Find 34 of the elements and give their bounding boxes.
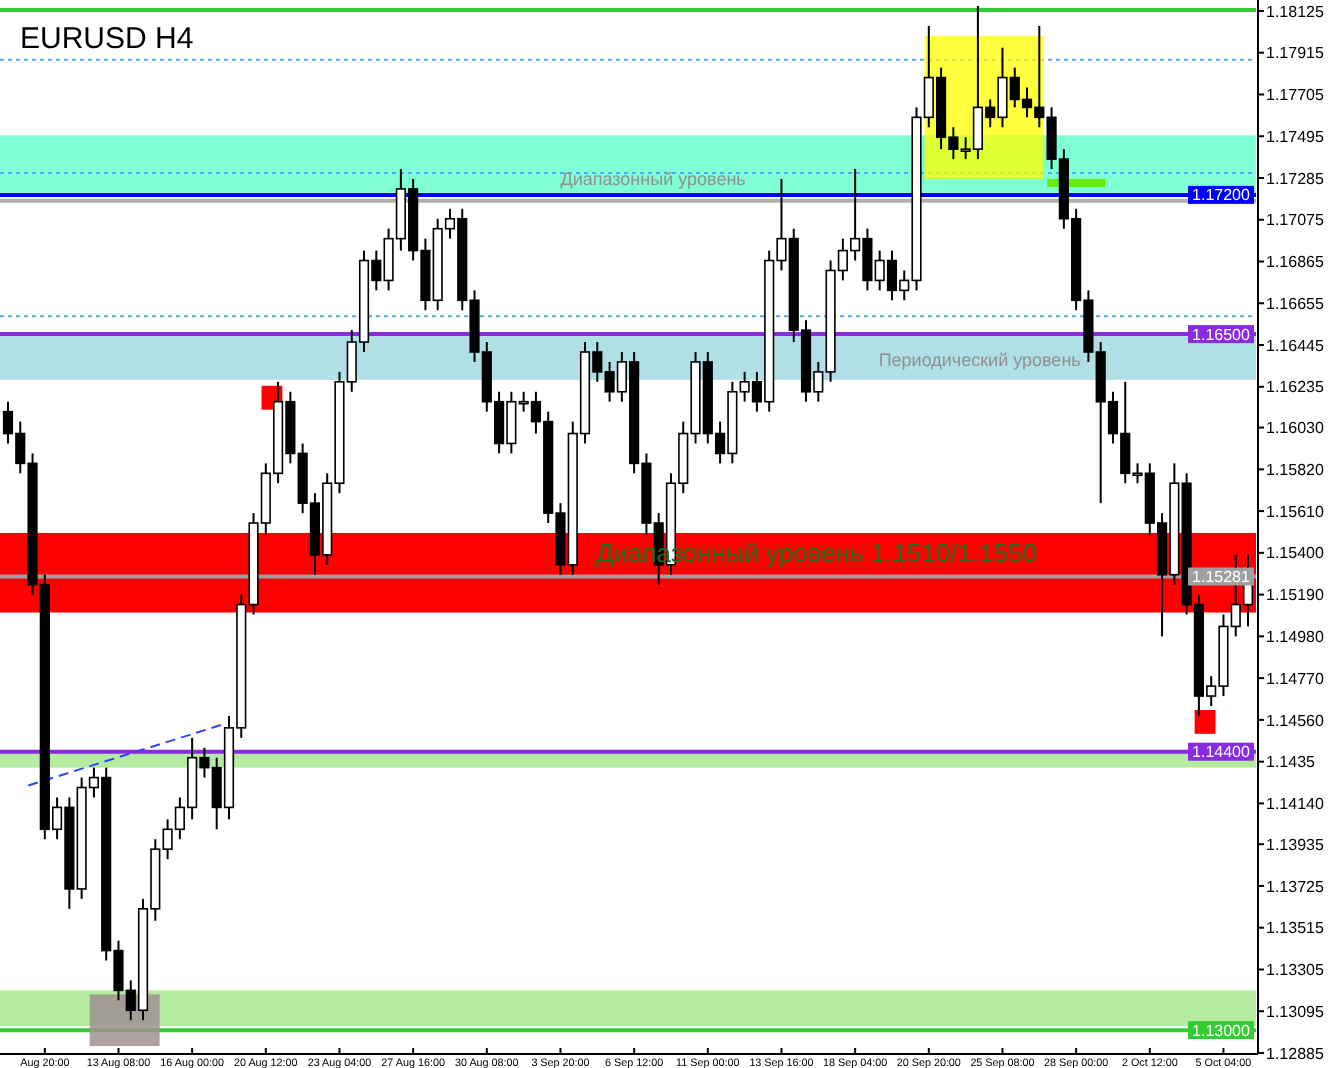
y-tick-label: 1.12885 [1266,1044,1325,1063]
y-tick-label: 1.14560 [1266,711,1325,730]
y-tick-label: 1.15190 [1266,586,1325,605]
y-tick-label: 1.17705 [1266,86,1325,105]
y-tick-label: 1.14980 [1266,627,1325,646]
y-tick-label: 1.16655 [1266,294,1325,313]
y-tick-label: 1.16865 [1266,253,1325,272]
y-tick-label: 1.13725 [1266,877,1325,896]
y-tick-label: 1.15400 [1266,544,1325,563]
y-tick-label: 1.14770 [1266,669,1325,688]
y-tick-label: 1.13935 [1266,835,1325,854]
ref-line-label: 1.13000 [1192,1021,1252,1040]
band-label: Периодический уровень [878,349,1082,370]
y-tick-label: 1.17915 [1266,44,1325,63]
ref-line-label: 1.16500 [1192,325,1252,344]
y-tick-label: 1.15820 [1266,460,1325,479]
y-tick-label: 1.13305 [1266,961,1325,980]
y-tick-label: 1.17075 [1266,211,1325,230]
y-tick-label: 1.13095 [1266,1002,1325,1021]
y-tick-label: 1.13515 [1266,919,1325,938]
ref-line-label: 1.15281 [1192,568,1252,587]
band-label: Диапазонный уровень [560,168,747,189]
y-tick-label: 1.16445 [1266,336,1325,355]
y-tick-label: 1.17495 [1266,127,1325,146]
y-tick-label: 1.16235 [1266,378,1325,397]
y-tick-label: 1.18125 [1266,2,1325,21]
text: EURUSD H4 [20,22,194,56]
ref-line-label: 1.14400 [1192,743,1252,762]
y-tick-label: 1.17285 [1266,169,1325,188]
y-tick-label: 1.1435 [1266,753,1317,772]
y-tick-label: 1.16030 [1266,419,1325,438]
y-tick-label: 1.15610 [1266,502,1325,521]
y-tick-label: 1.14140 [1266,795,1325,814]
ref-line-label: 1.17200 [1192,186,1252,205]
